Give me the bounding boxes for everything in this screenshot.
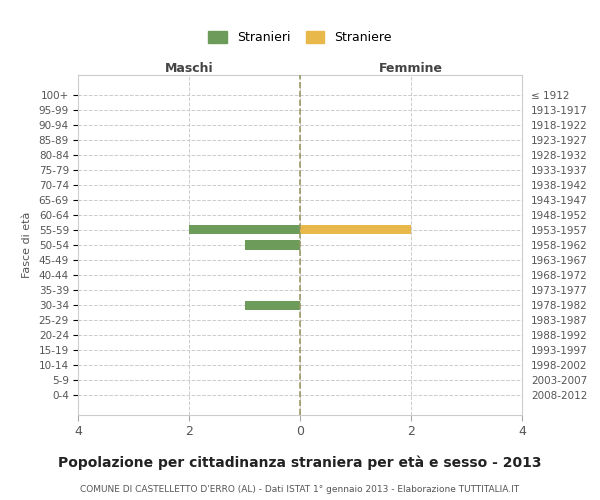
Bar xyxy=(189,226,300,234)
Text: Popolazione per cittadinanza straniera per età e sesso - 2013: Popolazione per cittadinanza straniera p… xyxy=(58,455,542,469)
Y-axis label: Fasce di età: Fasce di età xyxy=(22,212,32,278)
Text: COMUNE DI CASTELLETTO D'ERRO (AL) - Dati ISTAT 1° gennaio 2013 - Elaborazione TU: COMUNE DI CASTELLETTO D'ERRO (AL) - Dati… xyxy=(80,485,520,494)
Bar xyxy=(245,240,300,250)
Text: Femmine: Femmine xyxy=(379,62,443,76)
Bar xyxy=(300,226,411,234)
Text: Maschi: Maschi xyxy=(164,62,214,76)
Legend: Stranieri, Straniere: Stranieri, Straniere xyxy=(205,27,395,48)
Y-axis label: Anni di nascita: Anni di nascita xyxy=(599,204,600,286)
Bar xyxy=(245,300,300,310)
